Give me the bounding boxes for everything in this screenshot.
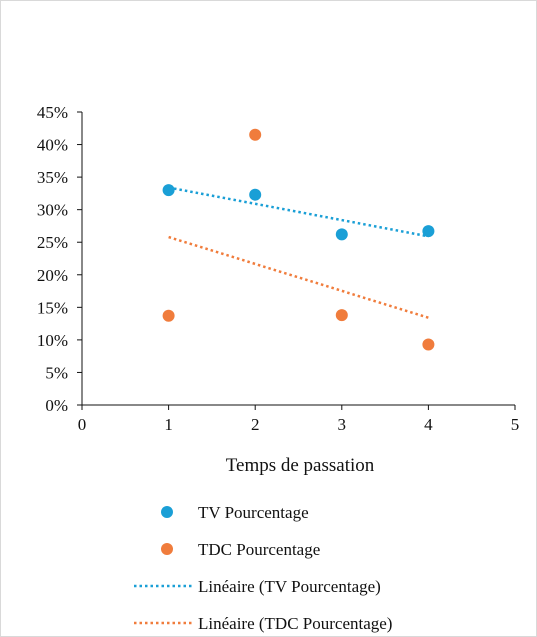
x-tick-label: 2 — [251, 415, 260, 434]
legend-marker — [161, 506, 173, 518]
x-tick-label: 3 — [338, 415, 347, 434]
data-point — [249, 128, 262, 141]
axes — [81, 112, 515, 406]
data-point — [422, 338, 435, 351]
y-tick-label: 15% — [37, 298, 68, 317]
legend-label: TV Pourcentage — [198, 503, 309, 522]
x-tick-label: 1 — [164, 415, 173, 434]
y-tick-label: 10% — [37, 331, 68, 350]
legend-label: TDC Pourcentage — [198, 540, 320, 559]
data-point — [162, 184, 175, 197]
y-tick-label: 40% — [37, 136, 68, 155]
legend-marker — [161, 543, 173, 555]
legend-label: Linéaire (TV Pourcentage) — [198, 577, 381, 596]
data-point — [249, 188, 262, 201]
trendline — [168, 235, 429, 319]
legend-label: Linéaire (TDC Pourcentage) — [198, 614, 392, 633]
data-point — [162, 309, 175, 322]
x-axis-label: Temps de passation — [226, 455, 375, 476]
y-axis-ticks: 0% 5% 10% 15% 20% 25% 30% 35% 40% 45% — [37, 103, 82, 415]
legend: TV Pourcentage TDC Pourcentage Linéaire (T… — [134, 503, 392, 633]
x-tick-label: 5 — [511, 415, 520, 434]
data-point — [335, 228, 348, 241]
x-tick-label: 4 — [424, 415, 433, 434]
trendlines — [168, 186, 429, 319]
y-tick-label: 25% — [37, 233, 68, 252]
data-point — [422, 225, 435, 238]
y-tick-label: 5% — [45, 363, 68, 382]
y-tick-label: 20% — [37, 266, 68, 285]
y-tick-label: 30% — [37, 201, 68, 220]
x-tick-label: 0 — [78, 415, 87, 434]
data-point — [335, 309, 348, 322]
y-tick-label: 35% — [37, 168, 68, 187]
data-points — [162, 128, 435, 351]
trendline — [168, 186, 429, 238]
y-tick-label: 0% — [45, 396, 68, 415]
x-axis-ticks: 0 1 2 3 4 5 — [78, 405, 520, 434]
y-tick-label: 45% — [37, 103, 68, 122]
